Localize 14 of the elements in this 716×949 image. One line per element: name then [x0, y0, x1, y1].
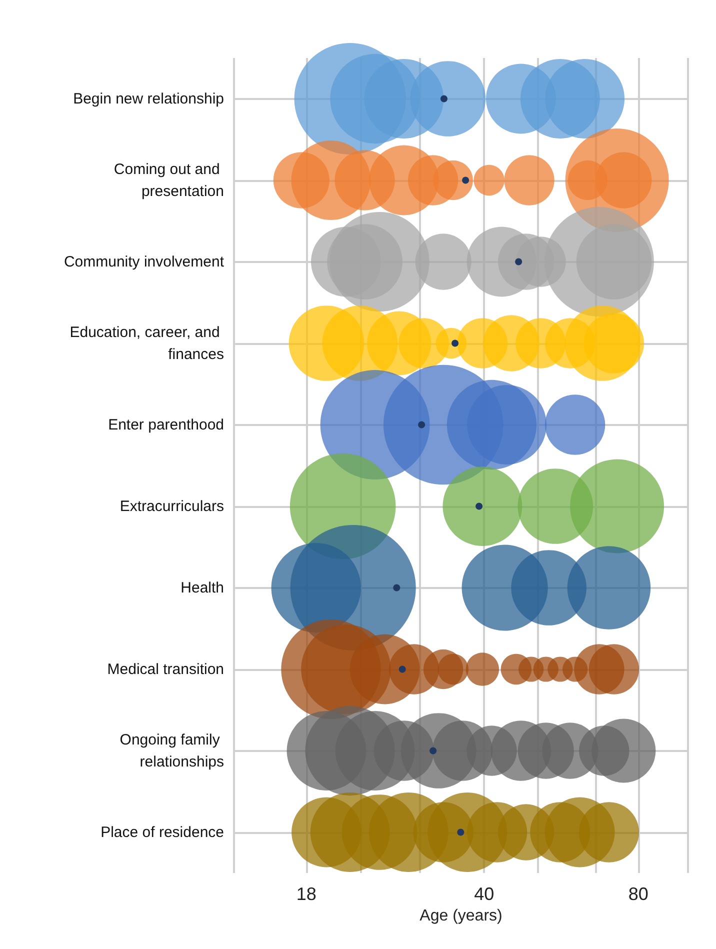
- x-tick-label: 40: [474, 884, 494, 904]
- y-tick-label: Community involvement: [64, 253, 225, 270]
- y-tick-label: Medical transition: [107, 660, 224, 678]
- y-tick-label: Health: [180, 579, 224, 596]
- y-tick-label: Ongoing family relationships: [120, 731, 224, 770]
- y-tick-label: Enter parenthood: [108, 416, 224, 434]
- y-tick-label: Place of residence: [100, 824, 224, 841]
- y-tick-label: Begin new relationship: [73, 90, 224, 108]
- y-tick-label: Education, career, and finances: [70, 324, 224, 363]
- x-tick-label: 18: [296, 884, 316, 904]
- y-tick-label: Extracurriculars: [120, 498, 224, 515]
- x-axis-title: Age (years): [420, 907, 502, 924]
- y-tick-label: Coming out and presentation: [114, 160, 224, 200]
- x-tick-label: 80: [628, 884, 648, 904]
